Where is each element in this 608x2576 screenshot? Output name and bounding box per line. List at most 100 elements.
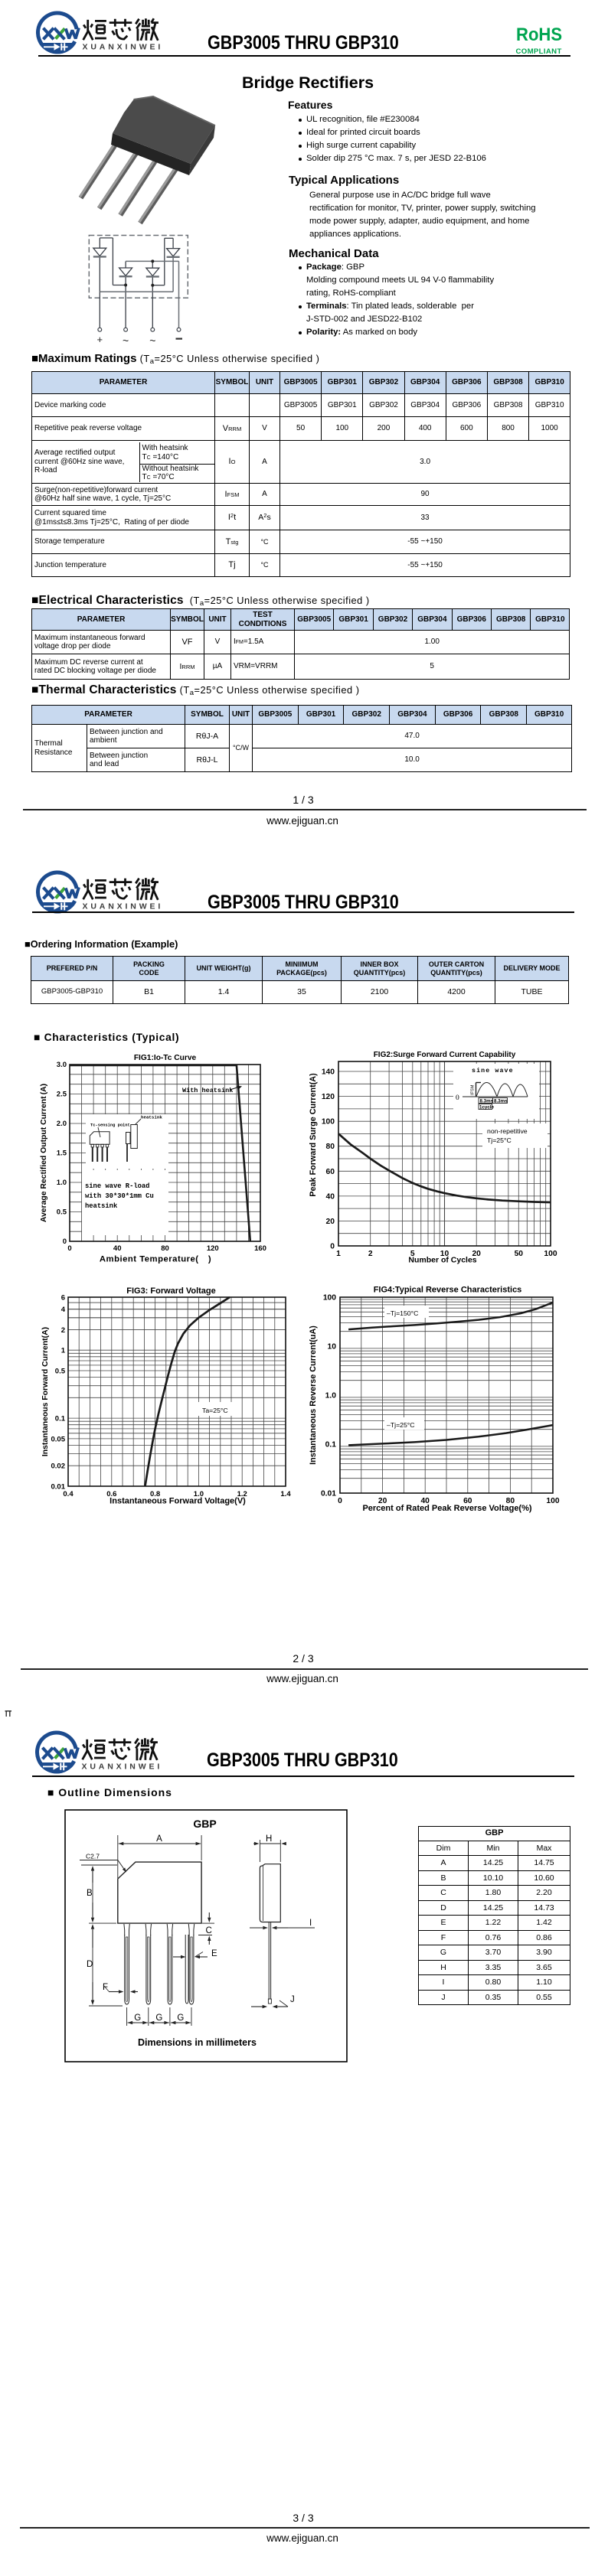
svg-text:20: 20 — [378, 1497, 387, 1505]
svg-text:Dimensions in millimeters: Dimensions in millimeters — [138, 2037, 257, 2048]
svg-text:8.3ms: 8.3ms — [480, 1098, 494, 1104]
svg-text:160: 160 — [254, 1244, 266, 1253]
svg-text:E: E — [211, 1949, 217, 1958]
svg-text:IFSM: IFSM — [471, 1084, 476, 1095]
svg-text:H: H — [266, 1834, 272, 1844]
svg-text:–Tj=25°C: –Tj=25°C — [387, 1421, 415, 1429]
svg-text:Percent of Rated Peak Reverse: Percent of Rated Peak Reverse Voltage(%) — [362, 1504, 531, 1513]
svg-text:Tj=25°C: Tj=25°C — [487, 1136, 512, 1144]
svg-text:Instantaneous Forward Voltage(: Instantaneous Forward Voltage(V) — [110, 1497, 246, 1506]
svg-text:1cycle: 1cycle — [479, 1104, 494, 1110]
svg-text:Instantaneous Reverse Current(: Instantaneous Reverse Current(uA) — [309, 1325, 318, 1465]
svg-text:FIG1:Io-Tc Curve: FIG1:Io-Tc Curve — [134, 1054, 197, 1062]
svg-text:0.02: 0.02 — [51, 1462, 66, 1471]
svg-text:1.5: 1.5 — [57, 1149, 67, 1158]
svg-text:20: 20 — [326, 1218, 335, 1226]
svg-text:+: + — [97, 334, 103, 345]
svg-text:10: 10 — [328, 1343, 337, 1352]
svg-text:with 30*30*1mm Cu: with 30*30*1mm Cu — [85, 1192, 154, 1200]
svg-text:With heatsink: With heatsink — [182, 1087, 233, 1094]
svg-text:2.0: 2.0 — [57, 1120, 67, 1128]
svg-text:1.0: 1.0 — [325, 1392, 337, 1400]
svg-text:80: 80 — [326, 1143, 335, 1151]
svg-text:~: ~ — [123, 334, 129, 347]
svg-text:0: 0 — [63, 1237, 67, 1246]
svg-text:Number of Cycles: Number of Cycles — [408, 1256, 476, 1265]
svg-text:G: G — [134, 2014, 141, 2023]
svg-text:0.01: 0.01 — [321, 1490, 336, 1498]
svg-text:0.4: 0.4 — [63, 1490, 74, 1498]
svg-text:D: D — [87, 1960, 93, 1969]
svg-text:–Tj=150°C: –Tj=150°C — [387, 1309, 418, 1317]
svg-text:sine wave: sine wave — [472, 1067, 514, 1074]
svg-text:0.5: 0.5 — [57, 1208, 67, 1217]
svg-text:G: G — [177, 2014, 184, 2023]
svg-text:8.3ms: 8.3ms — [494, 1098, 508, 1104]
svg-text:~: ~ — [149, 334, 155, 347]
svg-text:0.5: 0.5 — [55, 1368, 66, 1376]
svg-text:1.0: 1.0 — [194, 1490, 204, 1498]
svg-text:120: 120 — [207, 1244, 219, 1253]
svg-text:100: 100 — [322, 1118, 335, 1127]
svg-text:1.0: 1.0 — [57, 1179, 67, 1187]
svg-text:2: 2 — [368, 1250, 373, 1258]
svg-text:Peak Forward Surge Current(A): Peak Forward Surge Current(A) — [309, 1073, 318, 1197]
svg-text:Average Rectified Output Curre: Average Rectified Output Current (A) — [40, 1084, 48, 1222]
svg-text:40: 40 — [113, 1244, 122, 1253]
svg-text:0.05: 0.05 — [51, 1435, 66, 1443]
svg-text:XUANXINWEI: XUANXINWEI — [82, 1762, 163, 1771]
svg-text:20: 20 — [472, 1250, 481, 1258]
svg-text:0.1: 0.1 — [55, 1415, 66, 1423]
svg-text:1.4: 1.4 — [280, 1490, 291, 1498]
svg-text:C: C — [206, 1926, 212, 1935]
svg-text:40: 40 — [326, 1192, 335, 1201]
svg-text:0.1: 0.1 — [325, 1441, 337, 1449]
svg-text:60: 60 — [326, 1168, 335, 1176]
svg-text:1.2: 1.2 — [237, 1490, 247, 1498]
svg-text:80: 80 — [161, 1244, 169, 1253]
svg-text:GBP: GBP — [193, 1818, 216, 1830]
svg-text:non-repetitive: non-repetitive — [487, 1127, 528, 1135]
svg-text:XUANXINWEI: XUANXINWEI — [83, 42, 164, 51]
svg-text:120: 120 — [322, 1093, 335, 1101]
svg-text:2.5: 2.5 — [57, 1091, 67, 1099]
svg-text:FIG2:Surge Forward Current Cap: FIG2:Surge Forward Current Capability — [374, 1051, 516, 1059]
svg-text:sine wave R-load: sine wave R-load — [85, 1182, 149, 1190]
svg-text:Ta=25°C: Ta=25°C — [202, 1407, 228, 1414]
svg-text:A: A — [156, 1834, 162, 1844]
svg-text:I: I — [309, 1919, 312, 1928]
svg-text:10: 10 — [440, 1250, 449, 1258]
svg-text:40: 40 — [420, 1497, 430, 1505]
svg-text:60: 60 — [463, 1497, 472, 1505]
svg-text:100: 100 — [323, 1294, 336, 1303]
svg-text:0: 0 — [338, 1497, 342, 1505]
svg-text:140: 140 — [322, 1068, 335, 1077]
svg-text:5: 5 — [410, 1250, 415, 1258]
svg-text:C2.7: C2.7 — [86, 1853, 100, 1860]
svg-text:B: B — [87, 1889, 93, 1898]
svg-text:XUANXINWEI: XUANXINWEI — [83, 902, 164, 911]
svg-text:6: 6 — [61, 1294, 65, 1303]
svg-text:1: 1 — [61, 1347, 66, 1355]
svg-text:0.8: 0.8 — [150, 1490, 160, 1498]
svg-text:FIG3: Forward Voltage: FIG3: Forward Voltage — [126, 1286, 216, 1296]
svg-text:heatsink: heatsink — [85, 1202, 118, 1210]
svg-text:Instantaneous Forward Current(: Instantaneous Forward Current(A) — [41, 1327, 50, 1456]
svg-text:0: 0 — [330, 1243, 335, 1251]
svg-text:0: 0 — [67, 1244, 71, 1253]
svg-text:1: 1 — [336, 1250, 341, 1258]
svg-text:Tc-sensing point: Tc-sensing point — [90, 1123, 130, 1128]
svg-text:Ambient Temperature( ): Ambient Temperature( ) — [100, 1255, 211, 1264]
svg-text:2: 2 — [61, 1326, 65, 1335]
svg-text:0: 0 — [456, 1094, 459, 1102]
svg-text:100: 100 — [544, 1250, 557, 1258]
svg-text:heatsink: heatsink — [141, 1115, 162, 1120]
svg-text:3.0: 3.0 — [57, 1061, 67, 1069]
svg-text:FIG4:Typical Reverse Character: FIG4:Typical Reverse Characteristics — [374, 1286, 522, 1295]
svg-text:50: 50 — [515, 1250, 524, 1258]
svg-text:100: 100 — [546, 1497, 559, 1505]
svg-text:G: G — [155, 2014, 162, 2023]
svg-text:J: J — [290, 1995, 295, 2004]
svg-text:4: 4 — [61, 1306, 66, 1314]
svg-text:0.6: 0.6 — [106, 1490, 116, 1498]
